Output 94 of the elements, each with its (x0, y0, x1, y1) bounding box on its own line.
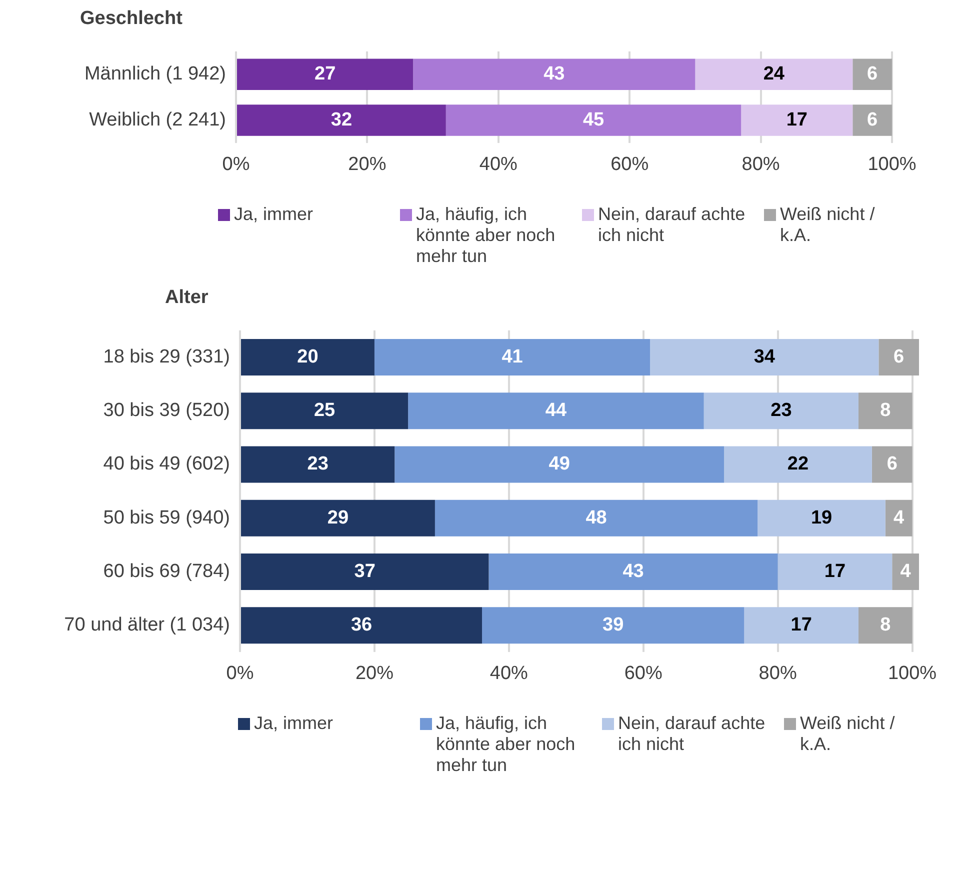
x-tick-label: 60% (610, 154, 649, 175)
bar (724, 446, 872, 483)
x-tick-label: 20% (348, 154, 386, 175)
x-tick-label: 0% (222, 154, 250, 175)
bar (885, 500, 912, 536)
data-label: 29 (327, 507, 349, 528)
bar (704, 392, 858, 430)
legend-label: Ja, immer (254, 713, 334, 734)
legend-label: Nein, darauf achte ich nicht (598, 204, 746, 246)
x-tick-label: 20% (355, 662, 394, 684)
bar (741, 104, 853, 136)
bar (241, 338, 374, 376)
y-tick-label: 40 bis 49 (602) (103, 454, 230, 475)
x-tick-label: 60% (624, 662, 662, 684)
data-label: 8 (880, 614, 891, 636)
x-tick-label: 40% (479, 154, 518, 175)
bar (872, 446, 912, 483)
data-label: 41 (502, 346, 524, 368)
legend-label: Ja, häufig, ich könnte aber noch mehr tun (436, 713, 576, 776)
y-tick-label: 60 bis 69 (784) (103, 560, 230, 582)
data-label: 4 (900, 560, 912, 582)
data-label: 25 (314, 400, 336, 422)
data-label: 17 (824, 560, 846, 582)
data-label: 48 (586, 507, 607, 528)
data-label: 6 (894, 346, 904, 368)
legend-label: Ja, immer (234, 204, 314, 225)
data-label: 39 (602, 614, 624, 636)
bar (852, 104, 892, 136)
data-label: 27 (314, 64, 336, 85)
bar (237, 104, 446, 136)
data-label: 6 (886, 454, 898, 475)
bar (488, 554, 778, 590)
x-tick-label: 40% (490, 662, 528, 684)
bar (858, 607, 912, 644)
data-label: 23 (770, 400, 792, 422)
data-label: 8 (880, 400, 891, 422)
data-label: 4 (894, 507, 905, 528)
bar (241, 392, 408, 430)
y-tick-label: 30 bis 39 (520) (103, 400, 230, 422)
x-tick-label: 0% (226, 662, 254, 684)
bar (852, 58, 892, 90)
x-tick-label: 80% (758, 662, 797, 684)
data-label: 20 (297, 346, 318, 368)
data-label: 22 (787, 454, 809, 475)
data-label: 34 (754, 346, 776, 368)
legend-label: Weiß nicht / k.A. (780, 204, 876, 246)
legend-label: Ja, häufig, ich könnte aber noch mehr tun (416, 204, 556, 267)
x-tick-label: 100% (868, 154, 916, 175)
bar (778, 554, 892, 590)
data-label: 43 (622, 560, 644, 582)
y-tick-label: 18 bis 29 (331) (103, 346, 230, 368)
data-label: 32 (330, 109, 352, 130)
data-label: 44 (545, 400, 567, 422)
bar (744, 607, 858, 644)
bar (434, 500, 758, 536)
data-label: 45 (582, 109, 605, 130)
bar (892, 554, 919, 590)
bar (482, 607, 744, 644)
bar (374, 338, 650, 376)
data-label: 43 (544, 64, 565, 85)
legend-label: Nein, darauf achte ich nicht (618, 713, 766, 755)
bar (241, 554, 489, 590)
bar (878, 338, 919, 376)
data-label: 24 (763, 64, 785, 85)
bar (650, 338, 879, 376)
bar (695, 58, 853, 90)
bar (413, 58, 696, 90)
bar (858, 392, 912, 430)
data-label: 37 (354, 560, 376, 582)
bar (394, 446, 724, 483)
bar (241, 607, 482, 644)
y-tick-label: 50 bis 59 (940) (103, 507, 230, 528)
data-label: 23 (307, 454, 328, 475)
bar (241, 500, 435, 536)
data-label: 6 (867, 64, 878, 85)
y-tick-label: Weiblich (2 241) (89, 109, 226, 130)
data-label: 36 (350, 614, 372, 636)
chart-title: Geschlecht (80, 7, 184, 30)
data-label: 6 (867, 109, 878, 130)
data-label: 49 (548, 454, 570, 475)
x-tick-label: 100% (888, 662, 937, 684)
chart-title: Alter (165, 287, 210, 309)
data-label: 17 (790, 614, 812, 636)
y-tick-label: Männlich (1 942) (84, 64, 226, 85)
bar (241, 446, 395, 483)
data-label: 19 (810, 507, 832, 528)
bar (446, 104, 742, 136)
data-label: 17 (786, 109, 808, 130)
x-tick-label: 80% (742, 154, 780, 175)
bar (408, 392, 704, 430)
bar (758, 500, 886, 536)
legend-label: Weiß nicht / k.A. (800, 713, 896, 755)
bar (237, 58, 414, 90)
y-tick-label: 70 und älter (1 034) (64, 614, 230, 636)
